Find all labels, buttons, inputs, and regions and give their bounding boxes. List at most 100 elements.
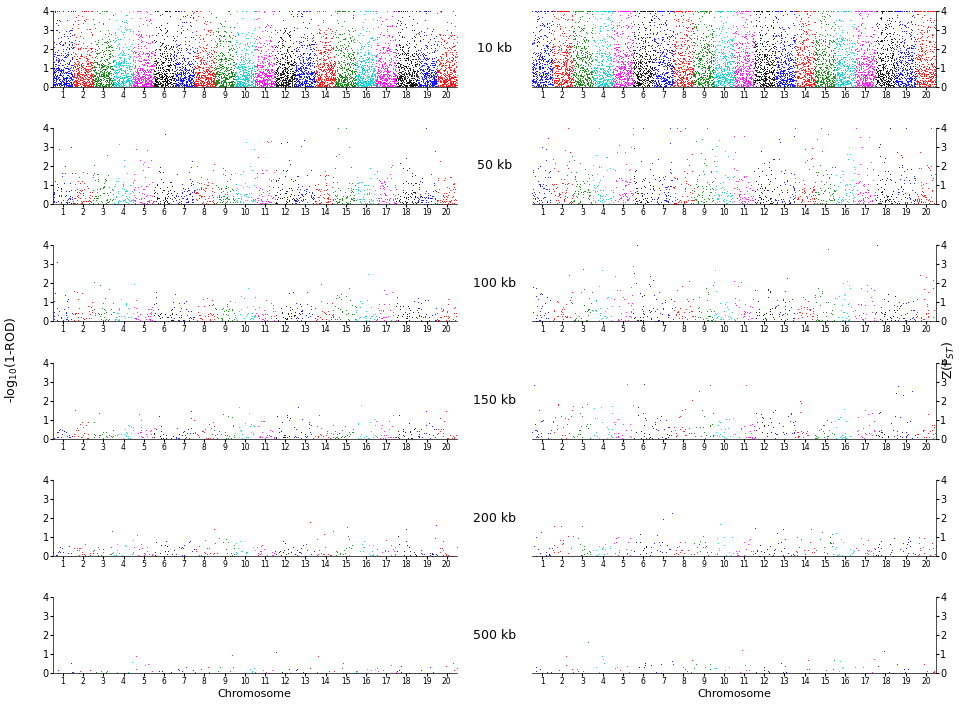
Point xyxy=(599,77,614,89)
Point xyxy=(684,48,700,60)
Point xyxy=(573,62,588,73)
Point xyxy=(866,284,881,295)
Point xyxy=(172,68,187,80)
Point xyxy=(842,53,857,65)
Point xyxy=(719,61,734,73)
Point xyxy=(169,78,184,89)
Point xyxy=(64,78,80,90)
Point xyxy=(435,79,450,91)
Point xyxy=(567,80,583,91)
Point xyxy=(393,73,408,84)
Point xyxy=(180,305,196,317)
Point xyxy=(917,5,932,17)
Point xyxy=(436,81,451,92)
Point xyxy=(906,195,922,207)
Point xyxy=(439,72,454,84)
Point xyxy=(275,306,290,318)
Point xyxy=(650,66,665,77)
Point xyxy=(230,60,246,71)
Point xyxy=(867,71,882,82)
Point xyxy=(729,64,744,76)
Point xyxy=(189,69,204,81)
Point xyxy=(552,43,567,55)
Point xyxy=(778,533,793,544)
Point xyxy=(788,192,804,203)
Point xyxy=(735,19,751,31)
Point xyxy=(219,534,234,545)
Point xyxy=(164,43,180,55)
Point xyxy=(702,45,717,57)
Point xyxy=(712,72,728,84)
Point xyxy=(376,314,392,325)
Point xyxy=(138,68,154,80)
Point xyxy=(608,75,623,86)
Point xyxy=(253,56,269,68)
Point xyxy=(46,187,61,199)
Point xyxy=(658,81,673,92)
Point xyxy=(912,66,927,78)
Point xyxy=(430,54,445,66)
Point xyxy=(782,60,798,71)
Point xyxy=(578,73,593,84)
Point xyxy=(805,184,821,196)
Point xyxy=(370,74,385,86)
Point xyxy=(88,191,104,202)
Point xyxy=(756,74,772,86)
Point xyxy=(446,75,462,86)
Point xyxy=(223,78,238,90)
Point xyxy=(764,61,780,73)
Point xyxy=(717,75,732,86)
Point xyxy=(156,54,172,66)
Point xyxy=(634,78,649,89)
Point xyxy=(865,63,880,75)
Point xyxy=(574,42,589,54)
Point xyxy=(682,31,697,42)
Point xyxy=(386,306,401,318)
Point xyxy=(321,195,336,207)
Point xyxy=(215,194,230,205)
Point xyxy=(180,57,196,68)
Point xyxy=(368,310,383,322)
Point xyxy=(449,662,465,674)
Point xyxy=(804,76,819,88)
Point xyxy=(435,544,450,556)
Point xyxy=(725,27,740,38)
Point xyxy=(235,62,251,73)
Point xyxy=(741,73,756,84)
Point xyxy=(417,66,432,77)
Point xyxy=(353,433,369,444)
Point xyxy=(772,68,787,80)
Point xyxy=(148,57,163,68)
Point xyxy=(248,66,263,77)
Point xyxy=(237,64,252,76)
Point xyxy=(526,60,541,72)
Point xyxy=(158,76,174,87)
Point xyxy=(782,5,798,17)
Point xyxy=(204,423,219,434)
Point xyxy=(772,45,787,57)
Point xyxy=(75,63,90,74)
Point xyxy=(246,24,261,35)
Point xyxy=(215,74,230,86)
Point xyxy=(544,69,560,81)
Point xyxy=(86,66,102,77)
Point xyxy=(857,80,873,91)
Point xyxy=(535,415,550,427)
Point xyxy=(167,50,182,62)
Point xyxy=(175,542,190,554)
Point xyxy=(818,30,833,42)
Point xyxy=(721,78,736,89)
Point xyxy=(187,78,203,89)
Point xyxy=(327,72,343,84)
Point xyxy=(739,193,755,204)
Point xyxy=(924,64,940,76)
Point xyxy=(883,35,899,47)
Point xyxy=(864,43,879,55)
Point xyxy=(691,60,707,71)
Point xyxy=(728,40,743,51)
Point xyxy=(113,73,129,84)
Point xyxy=(533,663,548,675)
Point xyxy=(742,42,757,53)
Point xyxy=(102,72,117,84)
Point xyxy=(594,544,610,555)
